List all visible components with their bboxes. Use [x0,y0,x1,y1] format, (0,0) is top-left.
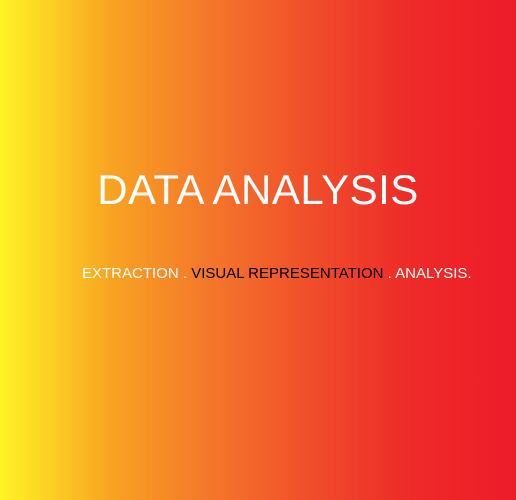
banner-title: DATA ANALYSIS [97,166,419,213]
tagline-separator-1: . [178,265,192,282]
tagline-extraction: EXTRACTION [82,265,179,282]
tagline-visual-representation: VISUAL REPRESENTATION [191,265,384,282]
banner-tagline: EXTRACTION . VISUAL REPRESENTATION . ANA… [82,265,472,283]
tagline-separator-2: . [383,265,396,282]
tagline-analysis: ANALYSIS. [395,265,472,282]
